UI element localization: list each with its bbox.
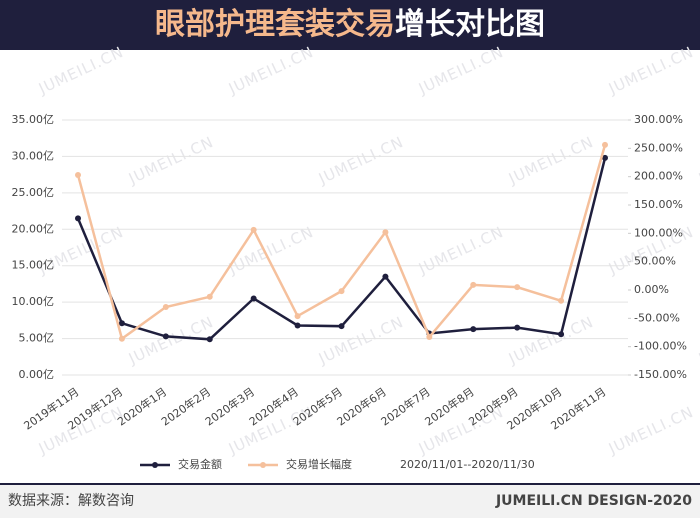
y2-tick-label: 100.00% <box>634 226 683 239</box>
y2-tick-label: 300.00% <box>634 113 683 126</box>
data-point <box>338 288 345 295</box>
watermark: JUMEILI.CN <box>415 43 506 98</box>
watermark: JUMEILI.CN <box>695 133 700 188</box>
data-point <box>206 293 213 300</box>
data-point <box>162 333 169 340</box>
y2-tick-label: -150.00% <box>634 368 687 381</box>
data-point <box>514 324 521 331</box>
y2-tick-label: 200.00% <box>634 170 683 183</box>
data-point <box>602 154 608 161</box>
annotation: 2020/11/01--2020/11/30 <box>400 458 535 471</box>
data-point <box>250 295 257 302</box>
data-point <box>382 273 389 280</box>
y-tick-label: 20.00亿 <box>12 222 55 235</box>
legend-marker <box>260 462 266 468</box>
data-point <box>382 229 389 236</box>
data-point <box>426 334 433 341</box>
data-point <box>470 281 477 288</box>
chart-title: 眼部护理套装交易增长对比图 <box>155 7 545 42</box>
source: 数据来源：解数咨询 <box>8 493 134 509</box>
data-point <box>338 323 345 330</box>
data-point <box>162 304 169 310</box>
y-tick-label: 5.00亿 <box>19 332 55 345</box>
y2-tick-label: 0.00% <box>634 283 669 296</box>
y2-tick-label: 250.00% <box>634 141 683 154</box>
watermark: JUMEILI.CN <box>695 313 700 368</box>
data-point <box>470 326 477 333</box>
watermark: JUMEILI.CN <box>605 43 696 98</box>
watermark: JUMEILI.CN <box>315 313 406 368</box>
data-point <box>75 215 81 222</box>
y2-tick-label: 50.00% <box>634 255 676 268</box>
y2-tick-label: -100.00% <box>634 340 687 353</box>
data-point <box>118 335 125 342</box>
credit: JUMEILI.CN DESIGN-2020 <box>495 493 692 509</box>
title-highlight: 增长对比图 <box>395 7 545 42</box>
data-point <box>294 313 301 320</box>
data-point <box>250 226 257 233</box>
data-point <box>118 320 125 327</box>
watermark: JUMEILI.CN <box>605 403 696 458</box>
y-tick-label: 30.00亿 <box>12 149 55 162</box>
watermark: JUMEILI.CN <box>225 43 316 98</box>
legend-marker <box>152 462 158 468</box>
watermark: JUMEILI.CN <box>315 133 406 188</box>
watermark: JUMEILI.CN <box>505 313 596 368</box>
watermark: JUMEILI.CN <box>415 223 506 278</box>
data-point <box>558 297 565 304</box>
y-tick-label: 15.00亿 <box>12 259 55 272</box>
y-tick-label: 10.00亿 <box>12 295 55 308</box>
y2-tick-label: 150.00% <box>634 198 683 211</box>
data-point <box>75 171 81 178</box>
data-point <box>558 331 565 338</box>
data-point <box>514 284 521 291</box>
legend-label: 交易金额 <box>178 457 222 471</box>
watermark: JUMEILI.CN <box>125 133 216 188</box>
legend-label: 交易增长幅度 <box>286 457 352 471</box>
watermark: JUMEILI.CN <box>125 313 216 368</box>
data-point <box>602 141 608 148</box>
y-tick-label: 25.00亿 <box>12 186 55 199</box>
y2-tick-label: -50.00% <box>634 311 680 324</box>
title-bar <box>0 0 700 50</box>
watermark: JUMEILI.CN <box>35 43 126 98</box>
title-main: 眼部护理套装交易 <box>155 7 395 42</box>
data-point <box>294 322 301 329</box>
data-point <box>206 336 213 343</box>
y-tick-label: 35.00亿 <box>12 113 55 126</box>
footer-bar <box>0 484 700 518</box>
y-tick-label: 0.00亿 <box>19 368 55 381</box>
watermark: JUMEILI.CN <box>505 133 596 188</box>
